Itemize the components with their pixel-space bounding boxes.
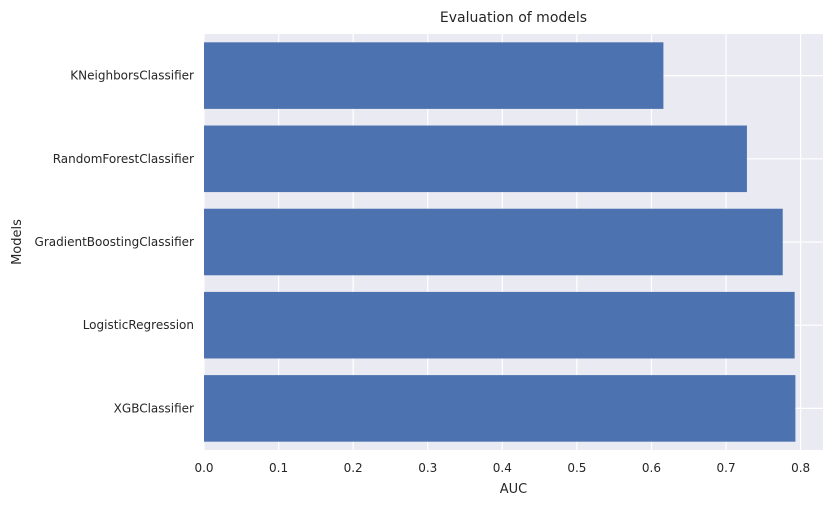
bar-gradientboostingclassifier [204,208,783,276]
x-tick-label: 0.7 [717,461,736,475]
bar-randomforestclassifier [204,125,747,193]
x-tick-label: 0.4 [493,461,512,475]
x-tick-label: 0.3 [418,461,437,475]
y-tick-label: LogisticRegression [83,318,194,332]
x-tick-label: 0.8 [791,461,810,475]
y-tick-label: KNeighborsClassifier [70,69,194,83]
y-tick-label: GradientBoostingClassifier [35,235,195,249]
x-tick-label: 0.2 [344,461,363,475]
x-tick-label: 0.5 [567,461,586,475]
bar-logisticregression [204,291,795,359]
y-tick-label: RandomForestClassifier [53,152,194,166]
bar-kneighborsclassifier [204,42,664,109]
x-tick-label: 0.1 [269,461,288,475]
y-tick-label: XGBClassifier [114,401,194,415]
x-axis-label: AUC [500,482,528,497]
y-tick-labels: KNeighborsClassifier RandomForestClassifi… [35,69,195,416]
bar-xgbclassifier [204,375,796,442]
chart-title: Evaluation of models [440,10,587,26]
x-tick-label: 0.6 [642,461,661,475]
x-tick-labels: 0.0 0.1 0.2 0.3 0.4 0.5 0.6 0.7 0.8 [194,461,810,475]
bars [204,42,796,442]
y-axis-label: Models [10,219,25,265]
x-tick-label: 0.0 [194,461,213,475]
